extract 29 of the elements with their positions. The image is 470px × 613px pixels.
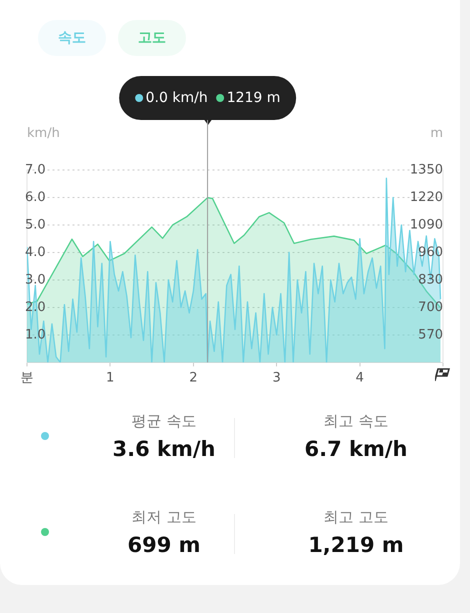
text: 최고 고도 [322,508,390,527]
text: 속도 [38,20,106,56]
x-tick-label: 1 [106,370,114,386]
x-tick-label: 3 [272,370,281,386]
text: 최고 속도 [322,412,390,431]
text: 1,219 m [307,533,405,557]
text: 평균 속도 [130,412,198,431]
y2-tick-label: 1350 [410,162,443,178]
y-tick-label: 6.0 [25,190,46,205]
y-axis-title: km/h [27,126,60,141]
text: 0.0 km/h [144,90,208,106]
x-tick-label: 2 [189,370,198,386]
y2-tick-label: 830 [418,272,443,288]
text: 고도 [118,20,186,56]
y2-tick-label: 1220 [410,190,443,205]
y-tick-label: 1.0 [25,327,46,342]
text: 3.6 km/h [112,437,216,461]
y2-tick-label: 960 [418,244,443,260]
y-tick-label: 5.0 [25,217,46,232]
y-tick-label: 7.0 [25,162,46,178]
y-tick-label: 2.0 [25,300,46,315]
x-tick-label: 분 [20,370,34,386]
y2-axis-title: m [430,126,443,141]
text: 1219 m [226,90,280,106]
text: 최저 고도 [130,508,198,527]
y2-tick-label: 1090 [410,217,443,232]
text: 6.7 km/h [304,437,408,461]
text: 699 m [126,533,202,557]
x-tick-label: 4 [356,370,364,386]
